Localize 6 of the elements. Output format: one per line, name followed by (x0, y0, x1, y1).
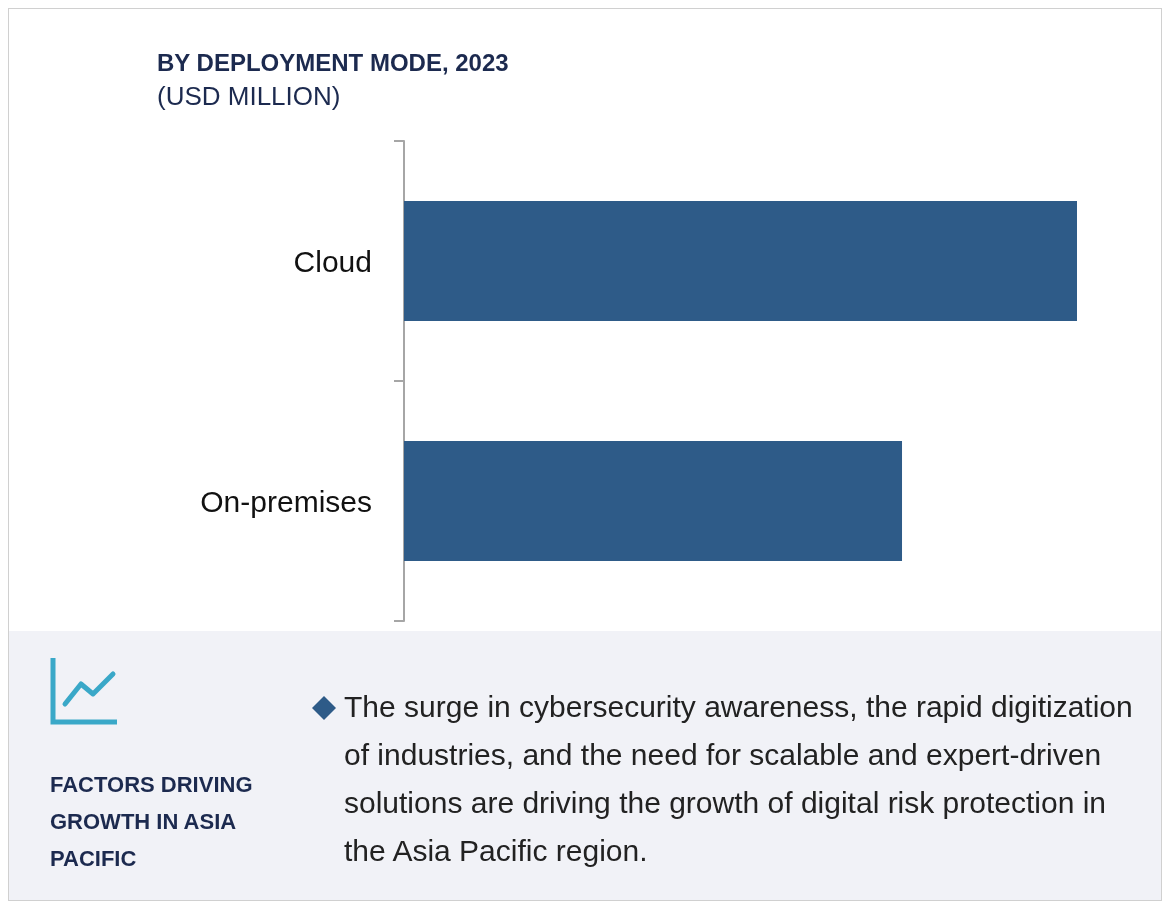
y-tick-label: On-premises (200, 484, 372, 518)
text: FACTORS DRIVING GROWTH IN ASIA PACIFIC (50, 771, 254, 873)
chart-subtitle: (USD MILLION) (157, 81, 342, 112)
chart-title: BY DEPLOYMENT MODE, 2023 (157, 49, 509, 77)
text: The surge in cybersecurity awareness, the rapid digitization of industries, and the need for scalable and expert-driven solutions are driving the growth of digital risk protection in the Asia Pacific region. (344, 689, 1134, 869)
y-tick-label: Cloud (293, 244, 372, 278)
